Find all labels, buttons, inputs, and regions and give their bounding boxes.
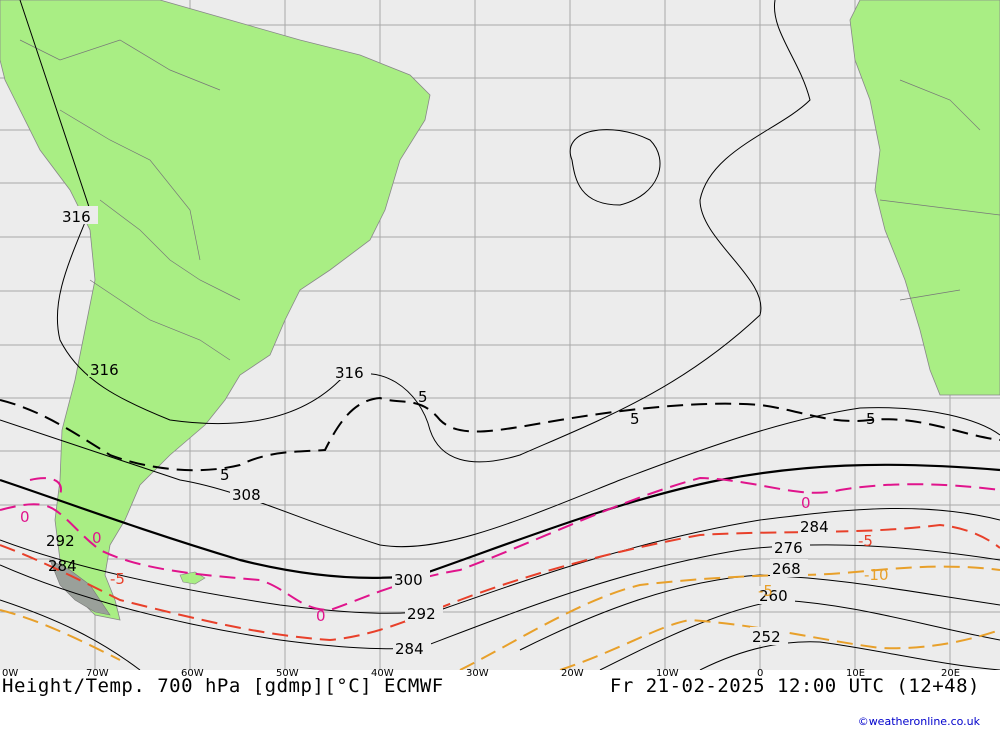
- temp-label: -5: [110, 570, 125, 588]
- lon-label: 30W: [466, 668, 489, 679]
- temp-label: 5: [418, 388, 428, 406]
- temp-minus5-contour: [0, 523, 1000, 642]
- temp-label: -10: [864, 566, 889, 584]
- height-label: 284: [800, 518, 829, 536]
- temp-label: -5: [758, 582, 773, 600]
- temp-5-contour: [0, 396, 1000, 472]
- height-label: 308: [232, 486, 261, 504]
- weather-map: 316 316 316 308 300 292 292 284 284 284 …: [0, 0, 1000, 670]
- height-label: 284: [48, 557, 77, 575]
- valid-time: Fr 21-02-2025 12:00 UTC (12+48): [609, 675, 980, 697]
- lon-label: 10E: [846, 668, 866, 679]
- temp-minus10-contour: [0, 565, 1000, 670]
- lon-label: 0W: [2, 668, 19, 679]
- temp-label: -5: [858, 532, 873, 550]
- height-label: 252: [752, 628, 781, 646]
- map-title: Height/Temp. 700 hPa [gdmp][°C] ECMWF: [2, 675, 444, 697]
- temp-label: 0: [801, 494, 811, 512]
- land-south-america: [0, 0, 431, 621]
- temp-label: 5: [866, 410, 876, 428]
- country-borders: [19, 39, 1000, 361]
- height-label: 260: [759, 587, 788, 605]
- lon-label: 0: [757, 668, 764, 679]
- temp-label: 0: [20, 508, 30, 526]
- lon-label: 50W: [276, 668, 299, 679]
- height-label: 284: [395, 640, 424, 658]
- height-label: 316: [90, 361, 119, 379]
- contour-labels: 316 316 316 308 300 292 292 284 284 284 …: [46, 206, 836, 658]
- copyright-link[interactable]: ©weatheronline.co.uk: [857, 715, 980, 728]
- height-label: 276: [774, 539, 803, 557]
- temp-labels: 5 5 5 5 0 0 0 0 -5 -5 -10 -5: [20, 388, 889, 625]
- height-label: 268: [772, 560, 801, 578]
- temp-label: 0: [316, 607, 326, 625]
- map-canvas: 316 316 316 308 300 292 292 284 284 284 …: [0, 0, 1000, 670]
- height-label: 316: [335, 364, 364, 382]
- lon-label: 10W: [656, 668, 679, 679]
- temp-label: 5: [220, 466, 230, 484]
- lon-label: 70W: [86, 668, 109, 679]
- temp-label: 5: [630, 410, 640, 428]
- lon-label: 40W: [371, 668, 394, 679]
- height-label: 300: [394, 571, 423, 589]
- lon-label: 20E: [941, 668, 961, 679]
- temp-label: 0: [92, 529, 102, 547]
- height-label: 292: [407, 605, 436, 623]
- temp-0-contour: [0, 476, 1000, 612]
- height-label: 292: [46, 532, 75, 550]
- height-label: 316: [62, 208, 91, 226]
- lon-label: 20W: [561, 668, 584, 679]
- lon-label: 60W: [181, 668, 204, 679]
- land-africa: [849, 0, 1000, 396]
